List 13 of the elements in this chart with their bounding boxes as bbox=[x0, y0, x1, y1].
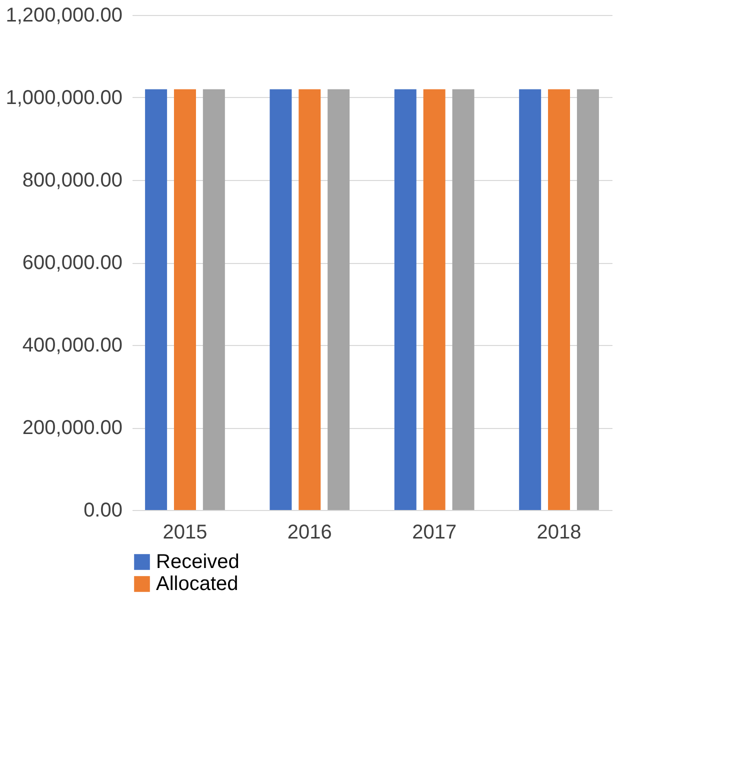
y-tick-label: 600,000.00 bbox=[22, 252, 122, 274]
legend-label: Allocated bbox=[156, 573, 238, 595]
legend-label: Received bbox=[156, 551, 240, 573]
y-tick-label: 1,200,000.00 bbox=[6, 4, 122, 26]
x-tick-label: 2015 bbox=[162, 522, 208, 544]
x-tick-label: 2018 bbox=[536, 522, 582, 544]
y-tick-label: 800,000.00 bbox=[22, 170, 122, 192]
y-tick-label: 0.00 bbox=[84, 500, 122, 522]
y-tick-label: 200,000.00 bbox=[22, 417, 122, 439]
x-tick-label: 2017 bbox=[412, 522, 457, 544]
x-tick-label: 2016 bbox=[287, 522, 332, 544]
y-tick-label: 400,000.00 bbox=[22, 334, 122, 356]
y-tick-label: 1,000,000.00 bbox=[6, 87, 122, 109]
